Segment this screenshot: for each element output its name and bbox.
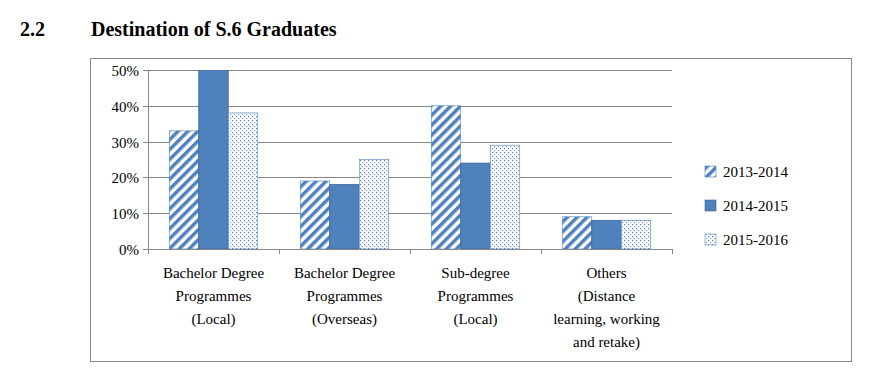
x-tick-label: Others(Distancelearning, workingand reta… bbox=[553, 265, 660, 351]
bars bbox=[169, 70, 651, 249]
legend-label: 2015-2016 bbox=[723, 232, 788, 248]
bar bbox=[169, 131, 199, 249]
chart: 2.2 Destination of S.6 Graduates 0% 10% 20% 3… bbox=[0, 0, 869, 382]
bar bbox=[228, 113, 258, 249]
x-tick-label: Sub-degreeProgrammes(Local) bbox=[438, 265, 514, 328]
legend-swatch bbox=[705, 200, 716, 211]
title: Destination of S.6 Graduates bbox=[91, 18, 337, 40]
y-tick bbox=[143, 177, 148, 178]
chart-frame bbox=[91, 59, 852, 362]
bar bbox=[490, 145, 520, 249]
background bbox=[0, 0, 869, 382]
bar bbox=[431, 106, 461, 249]
bar bbox=[562, 217, 592, 249]
bar bbox=[330, 185, 360, 249]
x-tick bbox=[541, 249, 542, 254]
x-tick-label: Bachelor DegreeProgrammes(Local) bbox=[163, 265, 265, 328]
x-tick bbox=[279, 249, 280, 254]
y-tick-label: 0% bbox=[119, 242, 139, 258]
y-tick bbox=[143, 70, 148, 71]
x-tick-label: Bachelor DegreeProgrammes(Overseas) bbox=[294, 265, 396, 328]
legend-label: 2014-2015 bbox=[723, 198, 788, 214]
bar bbox=[199, 70, 229, 249]
legend-label: 2013-2014 bbox=[723, 164, 788, 180]
bar bbox=[359, 160, 389, 250]
y-tick-label: 40% bbox=[112, 99, 140, 115]
y-axis bbox=[148, 70, 149, 249]
y-tick bbox=[143, 106, 148, 107]
section-number: 2.2 bbox=[20, 18, 45, 40]
bar bbox=[300, 181, 330, 249]
y-tick-label: 10% bbox=[112, 206, 140, 222]
bar bbox=[621, 220, 651, 249]
bar bbox=[461, 163, 491, 249]
y-tick bbox=[143, 142, 148, 143]
x-tick bbox=[410, 249, 411, 254]
bar bbox=[592, 220, 622, 249]
y-tick bbox=[143, 213, 148, 214]
legend-swatch bbox=[705, 234, 716, 245]
legend-swatch bbox=[705, 166, 716, 177]
y-tick-label: 50% bbox=[112, 63, 140, 79]
x-tick bbox=[672, 249, 673, 254]
y-tick-label: 20% bbox=[112, 170, 140, 186]
y-tick-label: 30% bbox=[112, 135, 140, 151]
x-tick bbox=[148, 249, 149, 254]
y-tick bbox=[143, 249, 148, 250]
